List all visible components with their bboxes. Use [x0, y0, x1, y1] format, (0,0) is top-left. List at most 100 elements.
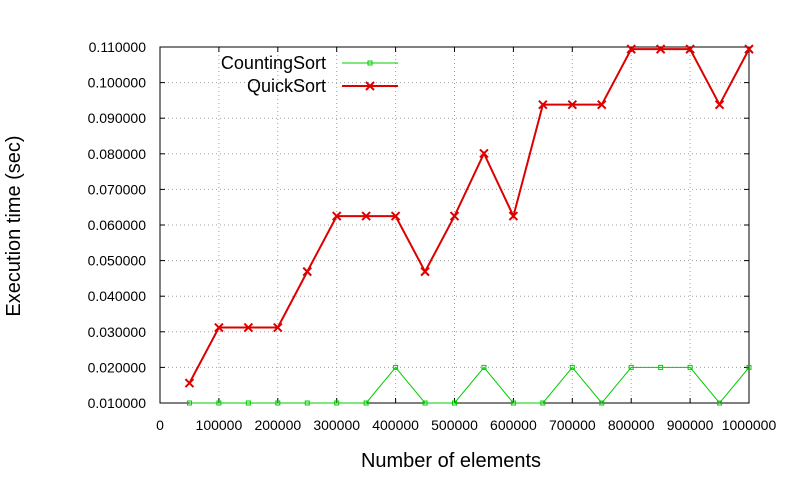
marker-stroke — [479, 148, 489, 159]
data-point — [390, 211, 401, 221]
data-point — [567, 99, 578, 110]
marker-stroke — [273, 322, 283, 333]
y-tick-label: 0.010000 — [88, 395, 147, 411]
marker-stroke — [302, 266, 312, 277]
marker-stroke — [361, 211, 371, 221]
data-point — [184, 378, 195, 388]
legend-marker — [365, 81, 375, 91]
data-point — [361, 211, 371, 221]
marker-stroke — [243, 322, 254, 333]
x-tick-label: 1000000 — [722, 417, 777, 433]
marker-stroke — [449, 211, 460, 221]
y-tick-label: 0.040000 — [88, 288, 147, 304]
legend: CountingSort QuickSort — [221, 53, 398, 96]
marker-stroke — [390, 211, 401, 221]
marker-stroke — [420, 266, 430, 277]
data-point — [628, 364, 634, 370]
y-tick-label: 0.060000 — [88, 217, 147, 233]
marker-stroke — [567, 99, 578, 110]
x-tick-label: 900000 — [667, 417, 714, 433]
marker-stroke — [714, 99, 725, 110]
data-point — [216, 400, 222, 406]
marker-stroke — [214, 322, 224, 333]
series-layer — [184, 44, 754, 406]
data-point — [275, 400, 281, 406]
data-point — [510, 400, 516, 406]
marker-stroke — [685, 44, 695, 54]
data-point — [393, 364, 399, 370]
axis-ticks: 0 100000 200000 300000 400000 500000 600000 700… — [88, 39, 777, 433]
marker-stroke — [331, 211, 342, 221]
data-point — [540, 400, 546, 406]
data-point — [538, 99, 548, 110]
y-tick-label: 0.110000 — [89, 39, 147, 55]
y-tick-label: 0.080000 — [88, 146, 147, 162]
data-point — [479, 148, 489, 159]
data-point — [599, 400, 605, 406]
data-point — [685, 44, 695, 54]
data-point — [420, 266, 430, 277]
marker-stroke — [508, 211, 519, 221]
data-point — [302, 266, 312, 277]
data-point — [449, 211, 460, 221]
x-tick-label: 400000 — [372, 417, 419, 433]
data-point — [245, 400, 251, 406]
marker-stroke — [184, 378, 195, 388]
y-tick-label: 0.050000 — [88, 253, 147, 269]
marker-stroke — [538, 99, 548, 110]
data-point — [746, 364, 752, 370]
data-point — [273, 322, 283, 333]
marker-stroke — [655, 44, 666, 54]
legend-marker — [367, 60, 373, 66]
x-axis-title: Number of elements — [361, 450, 541, 472]
series-line — [189, 366, 750, 404]
marker-stroke — [597, 99, 607, 110]
data-point — [452, 400, 457, 406]
marker-stroke — [626, 44, 636, 54]
x-tick-label: 600000 — [490, 417, 537, 433]
x-tick-label: 300000 — [313, 417, 360, 433]
y-tick-label: 0.020000 — [88, 359, 147, 375]
data-point — [304, 400, 310, 406]
marker-stroke — [744, 44, 754, 54]
grid — [160, 47, 749, 403]
x-tick-label: 500000 — [431, 417, 478, 433]
data-point — [508, 211, 519, 221]
legend-entry: CountingSort — [221, 53, 398, 73]
x-tick-label: 200000 — [254, 417, 301, 433]
data-point — [243, 322, 254, 333]
data-point — [214, 322, 224, 333]
y-tick-label: 0.090000 — [88, 110, 147, 126]
data-point — [422, 400, 428, 406]
data-point — [363, 400, 369, 406]
data-point — [334, 400, 340, 406]
data-point — [597, 99, 607, 110]
data-point — [186, 400, 192, 406]
y-tick-label: 0.100000 — [88, 75, 147, 91]
y-tick-label: 0.030000 — [88, 324, 147, 340]
x-tick-label: 0 — [156, 417, 164, 433]
data-point — [714, 99, 725, 110]
marker-stroke — [365, 81, 375, 91]
series-quicksort — [184, 44, 754, 388]
series-line — [188, 48, 750, 384]
data-point — [481, 364, 487, 370]
data-point — [744, 44, 754, 54]
x-tick-label: 700000 — [549, 417, 596, 433]
legend-label: CountingSort — [221, 53, 326, 73]
data-point — [626, 44, 636, 54]
legend-entry: QuickSort — [247, 76, 398, 96]
data-point — [569, 364, 575, 370]
x-tick-label: 800000 — [608, 417, 655, 433]
data-point — [331, 211, 342, 221]
data-point — [655, 44, 666, 54]
y-axis-title: Execution time (sec) — [3, 135, 25, 316]
x-tick-label: 100000 — [196, 417, 243, 433]
data-point — [717, 400, 723, 406]
legend-label: QuickSort — [247, 76, 326, 96]
y-tick-label: 0.070000 — [88, 181, 147, 197]
data-point — [658, 364, 664, 370]
data-point — [687, 364, 693, 370]
series-countingsort — [186, 364, 752, 406]
